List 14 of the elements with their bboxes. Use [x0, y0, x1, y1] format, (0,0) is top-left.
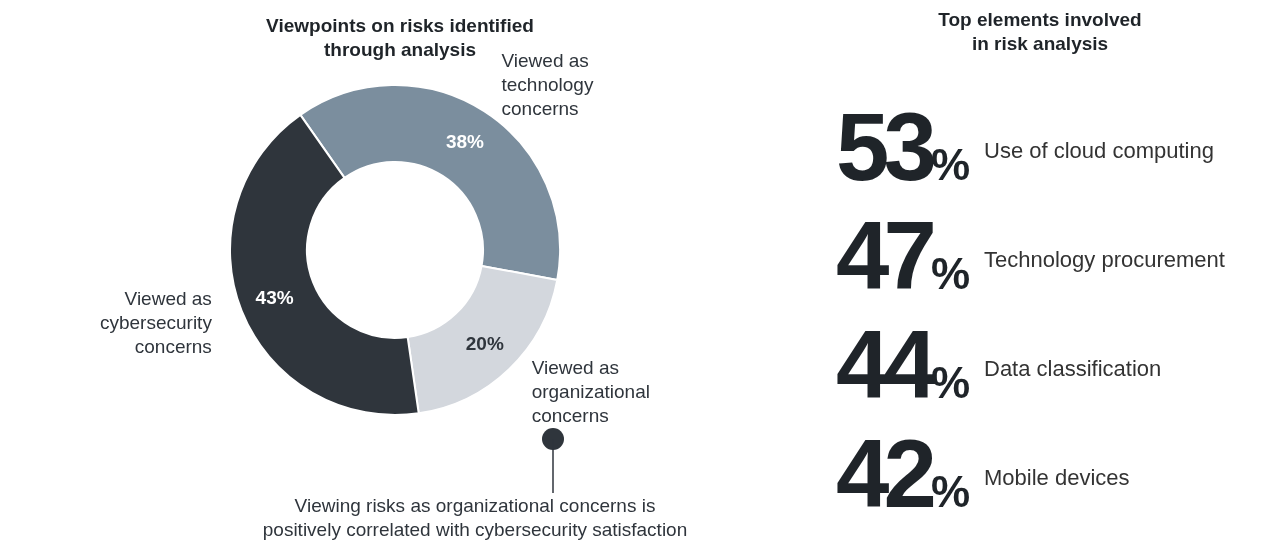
data-label: 53%: [836, 93, 970, 200]
data-label: 38%: [445, 130, 485, 152]
category-label: Use of cloud computing: [984, 138, 1214, 165]
slice-label: Viewed as organizational concerns: [531, 357, 650, 427]
category-label: Data classification: [984, 356, 1162, 383]
data-label: 20%: [465, 332, 504, 354]
data-label: 42%: [836, 420, 970, 527]
text: Top elements involved in risk analysis: [937, 8, 1143, 56]
data-label: 43%: [255, 287, 294, 309]
data-label: 47%: [836, 202, 970, 309]
slice-label: Viewed as cybersecurity concerns: [99, 288, 213, 358]
text: Viewing risks as organizational concerns is positively correlated with cybersecurity satisfaction: [262, 494, 688, 540]
category-label: Technology procurement: [984, 247, 1225, 274]
category-label: Mobile devices: [984, 465, 1130, 492]
